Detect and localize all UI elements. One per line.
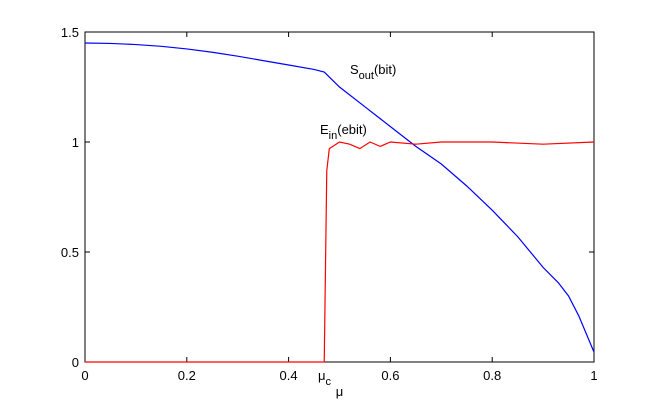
x-tick-label: 0.6 (381, 368, 399, 383)
annotation-subscript: out (359, 70, 374, 82)
annotation-text: μ (318, 368, 326, 383)
annotation: Sout(bit) (350, 62, 396, 82)
x-tick-label: 1 (590, 368, 597, 383)
x-tick-label: 0 (81, 368, 88, 383)
annotation: μc (318, 368, 332, 388)
line (84, 42, 595, 353)
annotation-text: S (350, 62, 359, 77)
y-tick-label: 0.5 (61, 245, 79, 260)
line (85, 141, 595, 363)
y-tick-label: 0 (72, 355, 79, 370)
annotation-suffix: (bit) (374, 62, 396, 77)
axes-box (84, 31, 595, 363)
annotation-text: E (320, 122, 329, 137)
x-tick-label: 0.8 (483, 368, 501, 383)
x-axis-label: μ (336, 384, 344, 399)
annotation: Ein(ebit) (320, 122, 367, 142)
annotation-subscript: c (326, 376, 332, 388)
annotation-suffix: (ebit) (337, 122, 367, 137)
x-tick-label: 0.4 (280, 368, 298, 383)
x-tick-label: 0.2 (178, 368, 196, 383)
y-tick-label: 1.5 (61, 25, 79, 40)
y-tick-label: 1 (72, 135, 79, 150)
annotation-subscript: in (329, 130, 338, 142)
